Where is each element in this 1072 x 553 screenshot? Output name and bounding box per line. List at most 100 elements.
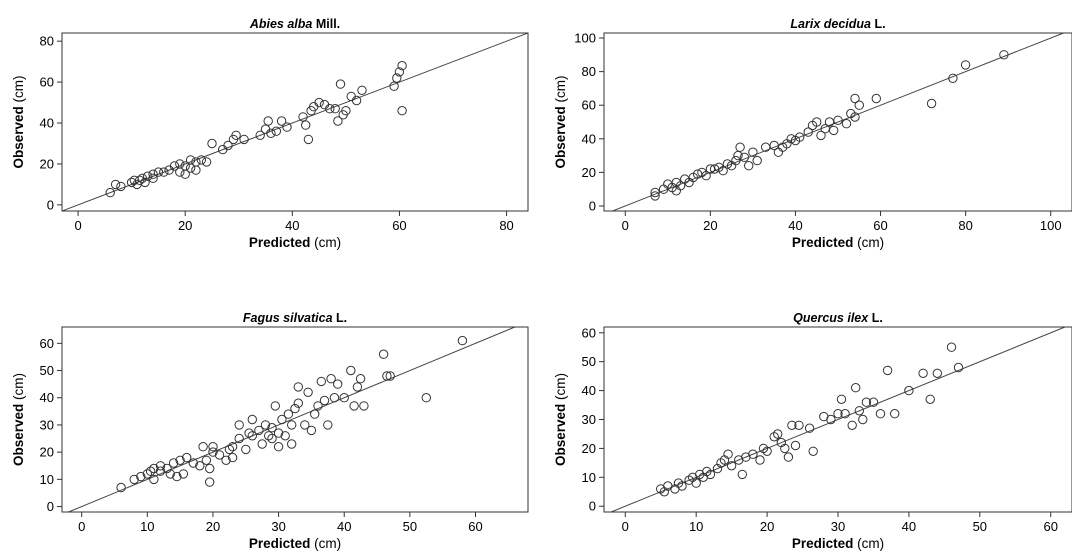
data-point — [787, 420, 797, 430]
x-axis-title-unit: (cm) — [853, 536, 884, 551]
species-name: Quercus ilex — [793, 311, 869, 325]
data-point — [155, 466, 166, 476]
y-tick-label: 40 — [40, 116, 54, 131]
data-point — [341, 106, 351, 116]
data-point — [303, 387, 313, 397]
data-point — [773, 147, 784, 157]
data-point — [185, 155, 196, 165]
x-tick-label: 10 — [689, 519, 703, 534]
x-tick-label: 40 — [337, 519, 351, 534]
data-point — [205, 477, 215, 487]
data-point — [382, 371, 392, 381]
panel-fagus-silvatica: 0 10 20 30 40 50 60 0 10 20 30 40 50 60 Fagus silvatic… — [11, 311, 529, 551]
data-point — [723, 449, 733, 459]
data-point — [421, 393, 431, 403]
data-point — [140, 177, 150, 188]
y-tick-label: 60 — [582, 325, 596, 340]
data-point — [172, 471, 182, 482]
data-point — [282, 122, 292, 132]
data-point — [731, 155, 741, 166]
y-axis-title-main: Observed — [11, 106, 26, 168]
data-point — [301, 120, 311, 130]
data-point — [861, 397, 872, 407]
data-point — [303, 134, 314, 145]
data-point — [351, 95, 362, 106]
data-point — [319, 99, 330, 110]
data-point — [208, 442, 218, 452]
x-tick-label: 10 — [140, 519, 154, 534]
y-tick-label: 40 — [582, 131, 596, 146]
data-point — [718, 166, 728, 176]
y-tick-label: 80 — [40, 34, 54, 49]
data-point — [155, 461, 166, 471]
data-point — [241, 444, 251, 455]
species-name: Fagus silvatica — [243, 311, 333, 325]
y-tick-label: 20 — [40, 156, 54, 171]
data-point — [287, 420, 297, 430]
data-point — [260, 124, 271, 134]
x-axis-title: Predicted (cm) — [792, 536, 884, 551]
data-point — [300, 420, 310, 430]
data-point — [142, 469, 153, 479]
data-point — [397, 106, 407, 116]
data-point — [773, 429, 783, 439]
y-tick-label: 30 — [582, 412, 596, 427]
data-point — [722, 159, 733, 169]
data-point — [227, 452, 238, 463]
y-tick-label: 0 — [589, 198, 596, 213]
x-tick-label: 30 — [831, 519, 845, 534]
data-point — [650, 191, 660, 201]
y-axis-title-main: Observed — [553, 404, 568, 466]
data-point — [833, 409, 843, 419]
data-point — [325, 104, 335, 114]
data-point — [854, 406, 864, 416]
data-point — [239, 134, 249, 145]
y-tick-label: 10 — [40, 472, 54, 487]
data-point — [335, 79, 346, 89]
data-point — [790, 440, 801, 451]
data-point — [346, 365, 356, 376]
data-point — [205, 463, 215, 474]
data-point — [257, 439, 267, 449]
data-point — [716, 458, 726, 468]
data-point — [180, 169, 190, 179]
data-point — [850, 112, 860, 122]
data-point — [313, 401, 323, 411]
data-point — [148, 173, 158, 184]
data-point — [783, 452, 794, 462]
data-point — [397, 60, 407, 71]
data-point — [135, 175, 145, 186]
data-point — [159, 167, 169, 177]
data-point — [306, 425, 317, 436]
y-tick-label: 0 — [47, 499, 54, 514]
data-point — [392, 73, 402, 83]
data-point — [735, 142, 745, 152]
data-point — [712, 463, 723, 474]
data-point — [329, 393, 340, 403]
data-point — [191, 165, 201, 175]
data-point — [165, 469, 176, 479]
data-point — [739, 152, 750, 163]
y-tick-label: 20 — [40, 445, 54, 460]
data-point — [868, 397, 879, 407]
data-point — [826, 414, 836, 425]
x-tick-label: 100 — [1040, 218, 1062, 233]
data-point — [116, 482, 126, 493]
data-point — [890, 409, 900, 419]
x-axis-title: Predicted (cm) — [249, 235, 341, 250]
data-point — [110, 179, 121, 190]
x-tick-label: 30 — [271, 519, 285, 534]
data-point — [175, 167, 185, 177]
data-point — [394, 67, 405, 77]
panel-abies-alba: 0 20 40 60 80 0 20 40 60 80 Abies alba Mill. Predic… — [11, 17, 529, 250]
data-point — [769, 432, 779, 442]
data-point — [691, 478, 701, 488]
x-tick-label: 50 — [403, 519, 417, 534]
data-point — [198, 442, 208, 452]
reference-line — [610, 327, 1066, 512]
data-point — [808, 446, 818, 456]
data-point — [148, 169, 158, 179]
data-point — [875, 409, 886, 419]
data-point — [871, 93, 881, 104]
